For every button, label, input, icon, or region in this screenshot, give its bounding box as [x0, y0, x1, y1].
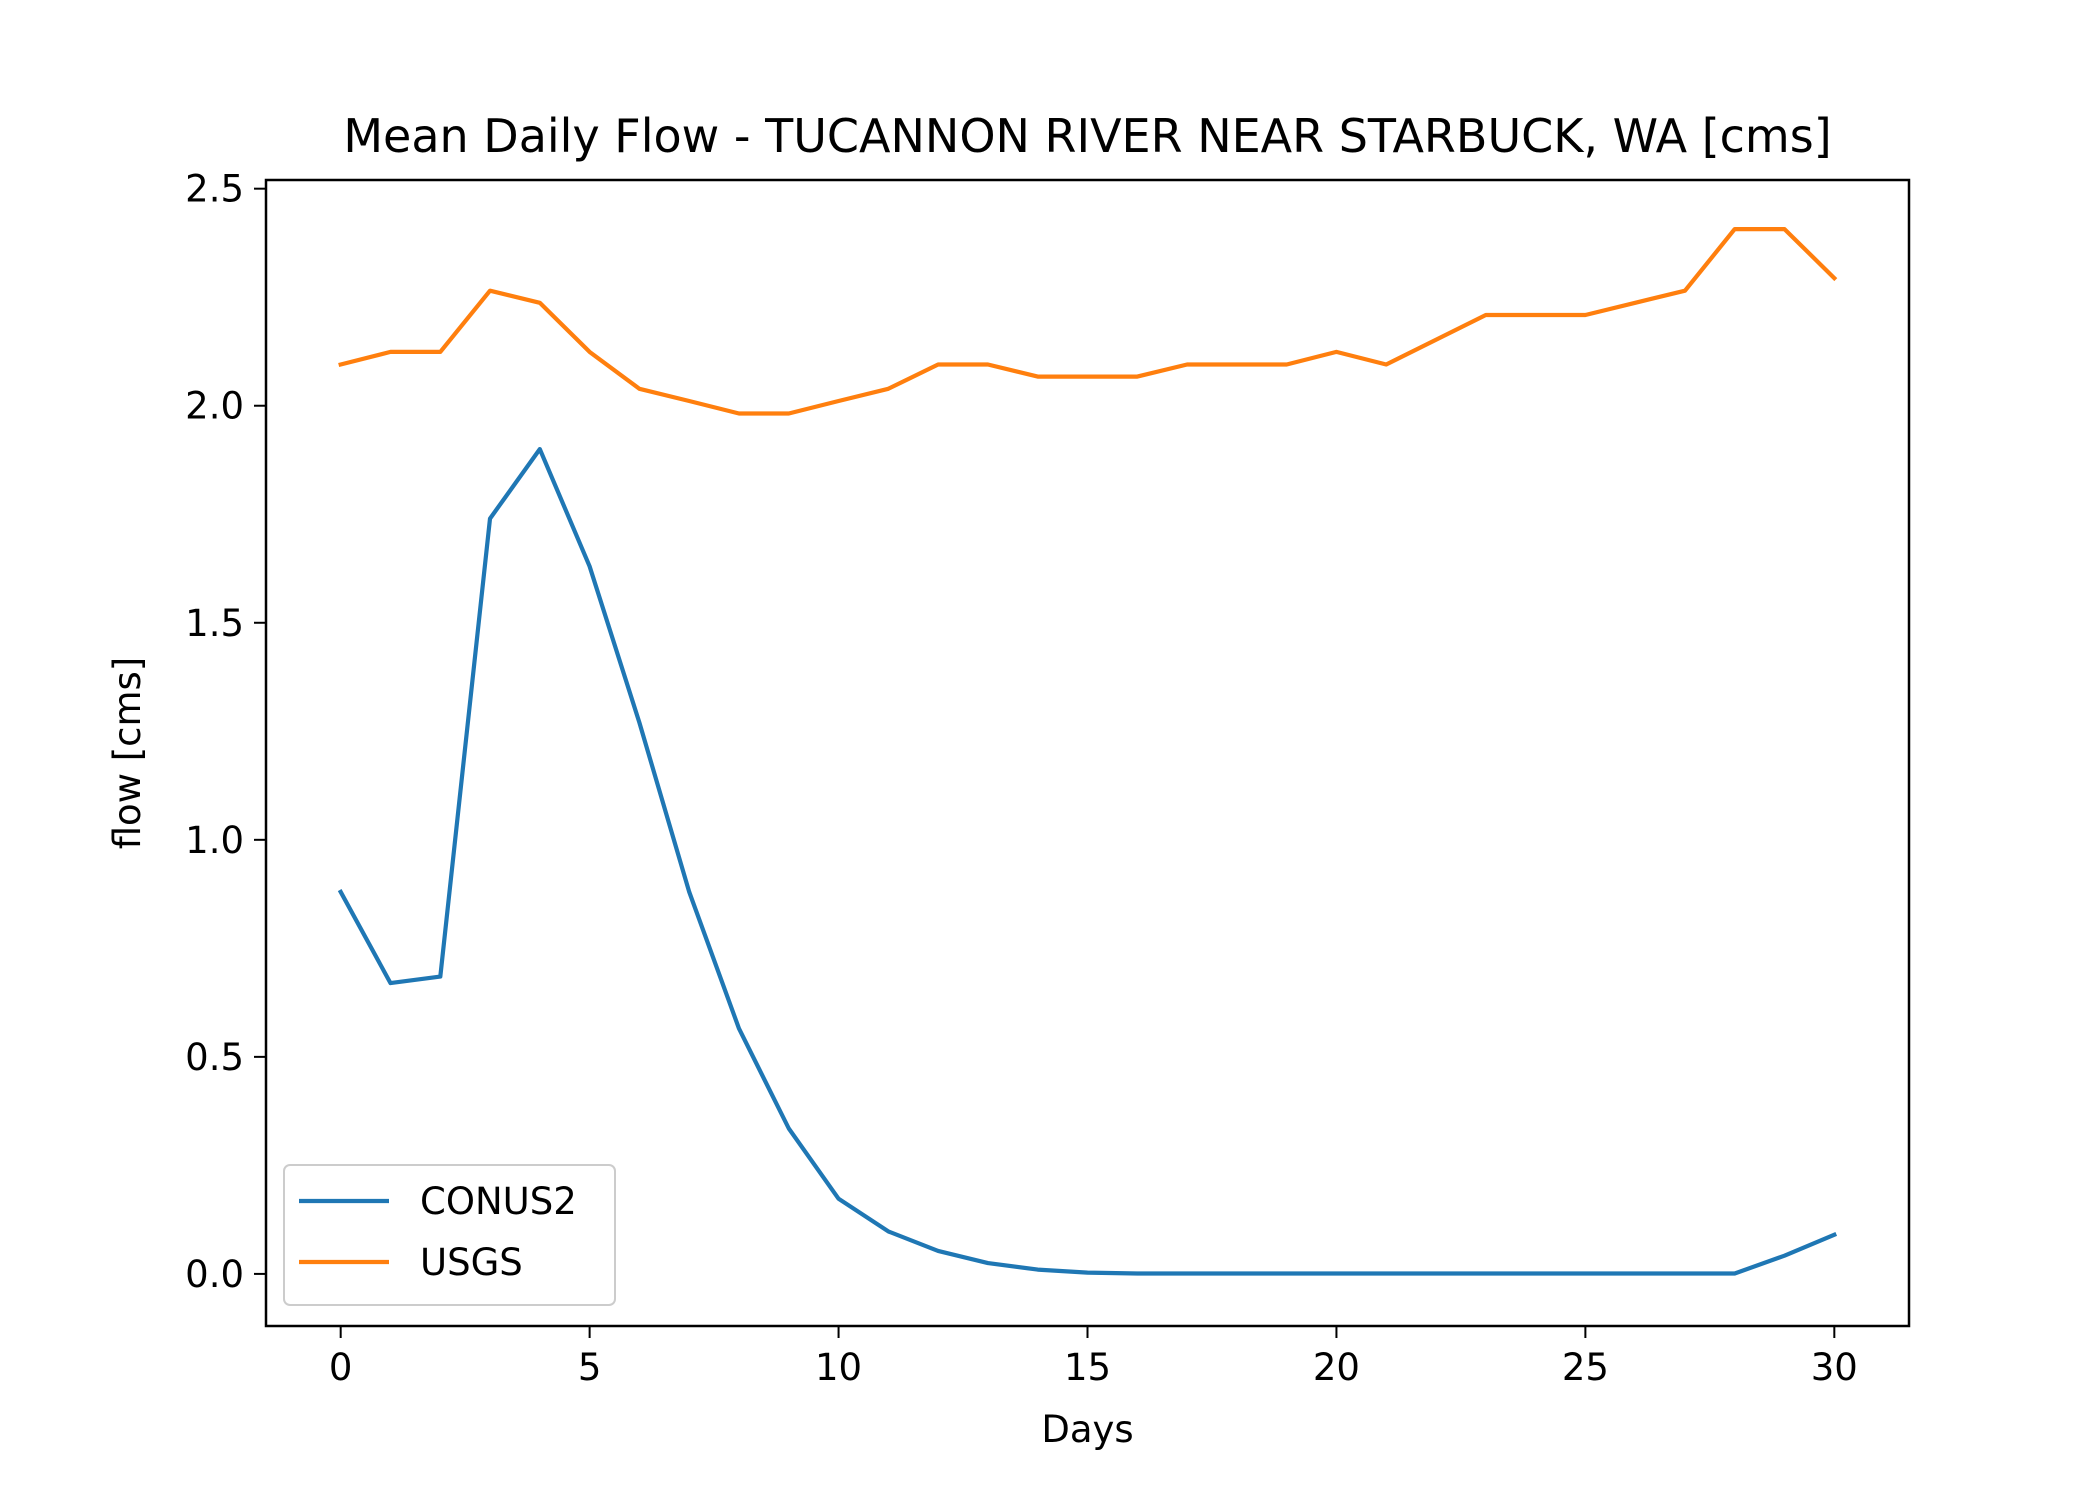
x-tick-label: 25 — [1562, 1346, 1609, 1389]
x-tick-label: 10 — [815, 1346, 862, 1389]
y-tick-label: 1.5 — [185, 602, 244, 645]
legend-label-conus2: CONUS2 — [420, 1180, 577, 1223]
legend-label-usgs: USGS — [420, 1241, 523, 1284]
x-tick-label: 5 — [578, 1346, 602, 1389]
plot-marks — [337, 227, 1838, 1276]
axis-ticks: 0 5 10 15 20 25 30 0.0 0.5 1.0 1.5 2.0 2.5 — [185, 168, 1858, 1389]
x-tick-label: 30 — [1811, 1346, 1858, 1389]
y-axis-label: flow [cms] — [106, 657, 149, 850]
series-line-conus2 — [337, 447, 1838, 1276]
series-line-usgs — [338, 227, 1838, 416]
chart-title: Mean Daily Flow - TUCANNON RIVER NEAR ST… — [343, 109, 1831, 163]
x-tick-label: 20 — [1313, 1346, 1360, 1389]
y-tick-label: 2.5 — [185, 168, 244, 211]
x-tick-label: 0 — [329, 1346, 353, 1389]
y-tick-label: 2.0 — [185, 385, 244, 428]
legend: CONUS2 USGS — [283, 1164, 616, 1306]
y-tick-label: 1.0 — [185, 819, 244, 862]
x-axis-label: Days — [1041, 1408, 1133, 1451]
y-tick-label: 0.5 — [185, 1036, 244, 1079]
y-tick-label: 0.0 — [185, 1253, 244, 1296]
x-tick-label: 15 — [1064, 1346, 1111, 1389]
